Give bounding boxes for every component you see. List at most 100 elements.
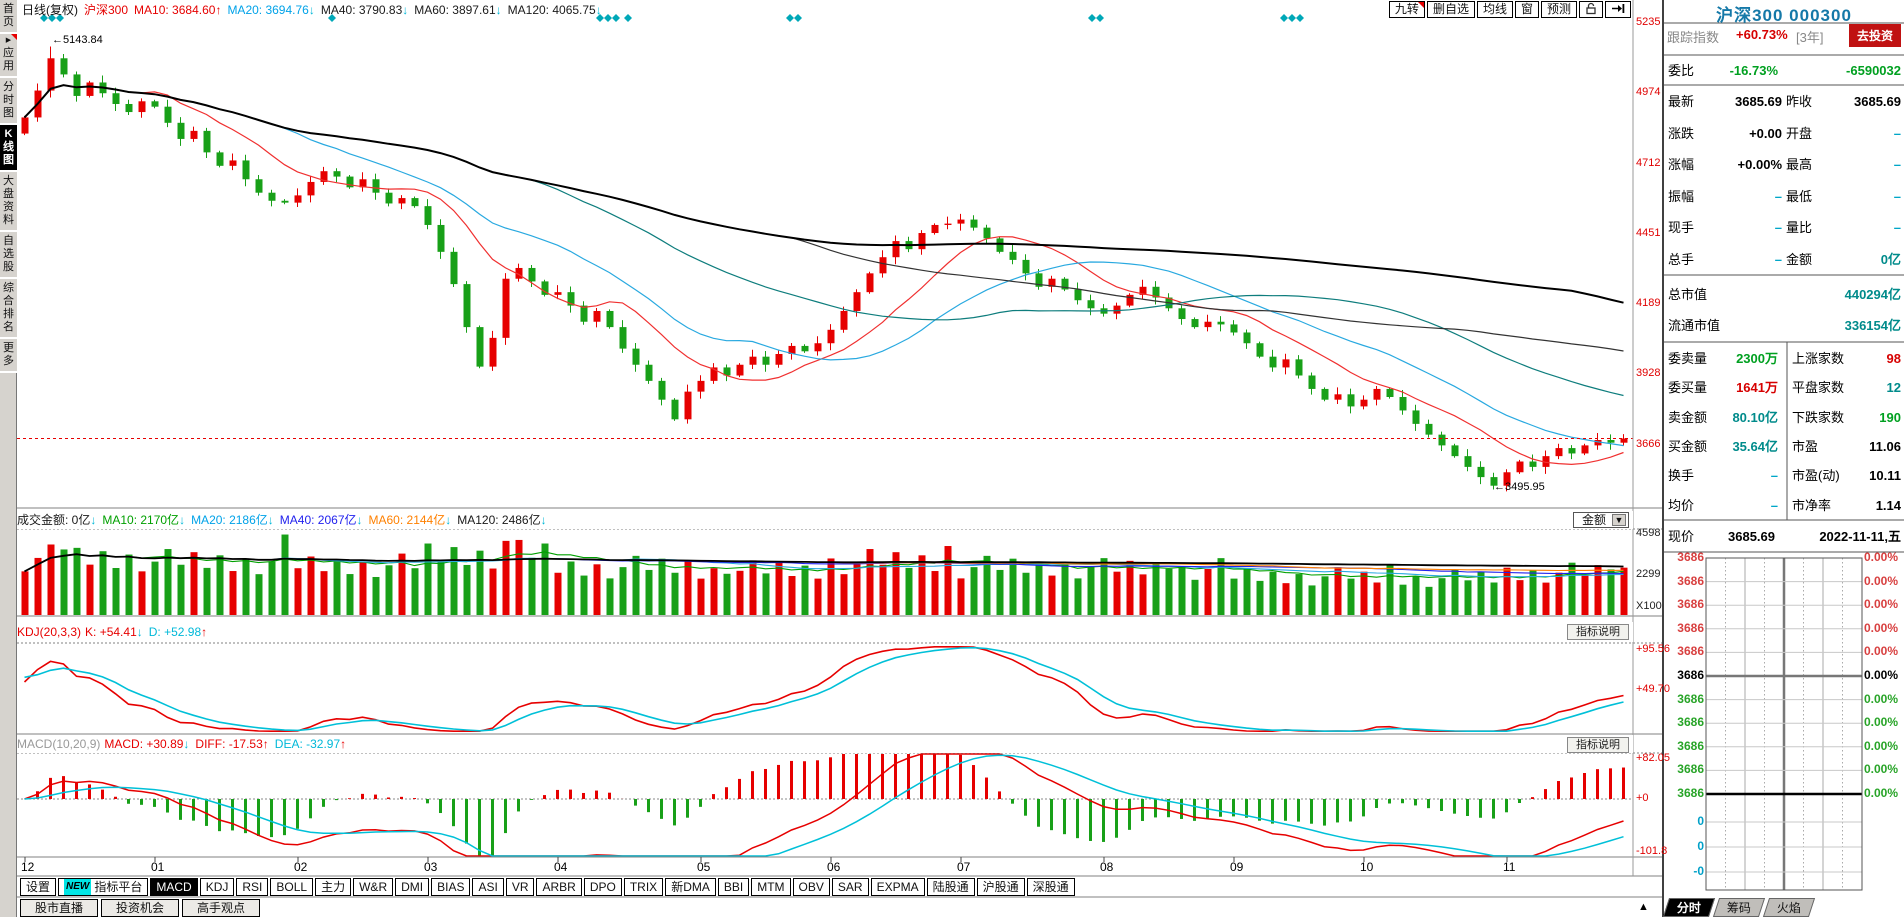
- status-tab-投资机会[interactable]: 投资机会: [101, 899, 180, 917]
- axis-label: 4451: [1636, 226, 1661, 239]
- month-label: 09: [1230, 860, 1244, 874]
- indicator-tab-KDJ[interactable]: KDJ: [199, 878, 235, 896]
- sidebar-item-K线图[interactable]: K线图: [0, 125, 17, 172]
- toolbar-button-预测[interactable]: 预测: [1540, 1, 1577, 18]
- indicator-tab-VR[interactable]: VR: [505, 878, 535, 896]
- axis-label: 4712: [1636, 156, 1661, 169]
- quote-row: 委比 -16.73% -6590032: [1664, 58, 1904, 84]
- axis-label: 4189: [1636, 297, 1661, 310]
- panel-tab-分时[interactable]: 分时: [1662, 898, 1716, 917]
- trend-down-icon: ↓: [183, 737, 190, 751]
- indicator-tab-陆股通[interactable]: 陆股通: [926, 878, 975, 896]
- panel-bottom-tabs: 分时 筹码 火焰: [1662, 898, 1816, 917]
- tab-label: 新DMA: [671, 880, 710, 894]
- weibi-value: -16.73%: [1729, 63, 1778, 78]
- sidebar-item-大盘资料[interactable]: 大盘资料: [0, 172, 17, 232]
- play-icon: ▶: [5, 37, 12, 44]
- month-label: 08: [1100, 860, 1114, 874]
- field-label: 市盈(动): [1792, 468, 1840, 484]
- indicator-tab-ARBR[interactable]: ARBR: [536, 878, 582, 896]
- weibi-label: 委比: [1668, 63, 1695, 78]
- panel-tab-筹码[interactable]: 筹码: [1712, 898, 1766, 917]
- indicator-tab-SAR[interactable]: SAR: [831, 878, 869, 896]
- axis-label: 3928: [1636, 367, 1661, 380]
- ma-label: MA60: 3897.61↓: [414, 3, 502, 17]
- indicator-tab-主力[interactable]: 主力: [315, 878, 352, 896]
- tab-label: ARBR: [542, 880, 576, 894]
- indicator-tab-MTM[interactable]: MTM: [751, 878, 791, 896]
- lock-button[interactable]: [1579, 1, 1603, 18]
- axis-label: +49.70: [1636, 683, 1670, 696]
- month-label: 03: [424, 860, 438, 874]
- indicator-tab-BBI[interactable]: BBI: [717, 878, 750, 896]
- collapse-up-button[interactable]: ▲: [1638, 901, 1649, 913]
- tab-label: 分时: [1676, 901, 1701, 915]
- indicator-tab-BOLL[interactable]: BOLL: [270, 878, 314, 896]
- field-value: 190: [1879, 409, 1901, 425]
- toolbar-button-窗[interactable]: 窗: [1514, 1, 1539, 18]
- month-label: 06: [827, 860, 841, 874]
- sidebar-item-应用[interactable]: ▶ 应用: [0, 34, 17, 78]
- field-label: 平盘家数: [1792, 380, 1845, 396]
- ma-label: D: +52.98↑: [148, 625, 208, 639]
- mini-price-label: 3686: [1677, 691, 1704, 706]
- toolbar-button-九转[interactable]: 九转: [1388, 1, 1425, 18]
- trend-down-icon: ↓: [179, 513, 186, 527]
- indicator-tab-深股通[interactable]: 深股通: [1026, 878, 1075, 896]
- quote-row: 委卖量 2300万 上涨家数 98: [1664, 345, 1904, 372]
- sidebar-item-分时图[interactable]: 分时图: [0, 78, 17, 125]
- macd-header: MACD(10,20,9) MACD: +30.89↓ DIFF: -17.53↑ D…: [17, 735, 1633, 753]
- sidebar-item-更多[interactable]: 更多: [0, 339, 17, 373]
- sidebar-item-自选股[interactable]: 自选股: [0, 232, 17, 279]
- quote-row: 总手 – 金额 0亿: [1664, 246, 1904, 274]
- chevron-down-icon[interactable]: ▼: [1612, 514, 1626, 526]
- field-value: –: [1893, 157, 1901, 172]
- new-badge: NEW: [64, 879, 92, 895]
- month-label: 02: [294, 860, 308, 874]
- tab-label: ASI: [478, 880, 498, 894]
- month-label: 07: [957, 860, 971, 874]
- indicator-tab-EXPMA[interactable]: EXPMA: [870, 878, 925, 896]
- trend-down-icon: ↓: [308, 3, 315, 17]
- sidebar-item-首页[interactable]: 首页: [0, 0, 17, 34]
- field-label: 振幅: [1668, 188, 1695, 204]
- sidebar-item-label: 首页: [3, 3, 14, 28]
- price-label: 现价: [1668, 529, 1695, 544]
- status-tab-高手观点[interactable]: 高手观点: [182, 899, 261, 917]
- indicator-tab-设置[interactable]: 设置: [20, 878, 57, 896]
- toolbar-button-删自选[interactable]: 删自选: [1426, 1, 1475, 18]
- indicator-tab-BIAS[interactable]: BIAS: [431, 878, 471, 896]
- indicator-tab-W&R[interactable]: W&R: [353, 878, 394, 896]
- macd-indicator-help-button[interactable]: 指标说明: [1567, 737, 1629, 753]
- sidebar-item-label: 综合排名: [3, 282, 14, 333]
- volume-mode-dropdown[interactable]: 金额 ▼: [1572, 512, 1629, 528]
- month-label: 12: [21, 860, 35, 874]
- field-label: 流通市值: [1668, 318, 1721, 333]
- indicator-tab-MACD[interactable]: MACD: [150, 878, 198, 896]
- indicator-tab-DPO[interactable]: DPO: [583, 878, 622, 896]
- status-tab-股市直播[interactable]: 股市直播: [20, 899, 99, 917]
- indicator-tab-DMI[interactable]: DMI: [395, 878, 430, 896]
- panel-tab-火焰[interactable]: 火焰: [1762, 898, 1816, 917]
- date-label: 2022-11-11,五: [1819, 529, 1901, 544]
- field-value: 440294亿: [1844, 287, 1901, 302]
- indicator-tab-TRIX[interactable]: TRIX: [623, 878, 664, 896]
- field-label: 上涨家数: [1792, 351, 1845, 366]
- go-invest-button[interactable]: 去投资: [1848, 24, 1901, 47]
- indicator-tab-ASI[interactable]: ASI: [472, 878, 504, 896]
- field-label: 委卖量: [1668, 351, 1708, 366]
- toolbar-button-均线[interactable]: 均线: [1476, 1, 1513, 18]
- axis-label: +95.56: [1636, 642, 1670, 655]
- kdj-indicator-help-button[interactable]: 指标说明: [1567, 624, 1629, 640]
- indicator-tab-新DMA[interactable]: 新DMA: [665, 878, 716, 896]
- field-value: 12: [1886, 380, 1901, 396]
- indicator-tab-RSI[interactable]: RSI: [236, 878, 269, 896]
- indicator-tab-OBV[interactable]: OBV: [792, 878, 830, 896]
- trend-down-icon: ↓: [445, 513, 452, 527]
- field-value: 336154亿: [1844, 318, 1901, 333]
- indicator-tab-沪股通[interactable]: 沪股通: [976, 878, 1025, 896]
- indicator-tab-指标平台[interactable]: NEW 指标平台: [58, 878, 149, 896]
- scroll-to-latest-button[interactable]: [1605, 1, 1631, 18]
- sidebar-item-综合排名[interactable]: 综合排名: [0, 279, 17, 339]
- tab-label: 深股通: [1032, 880, 1069, 894]
